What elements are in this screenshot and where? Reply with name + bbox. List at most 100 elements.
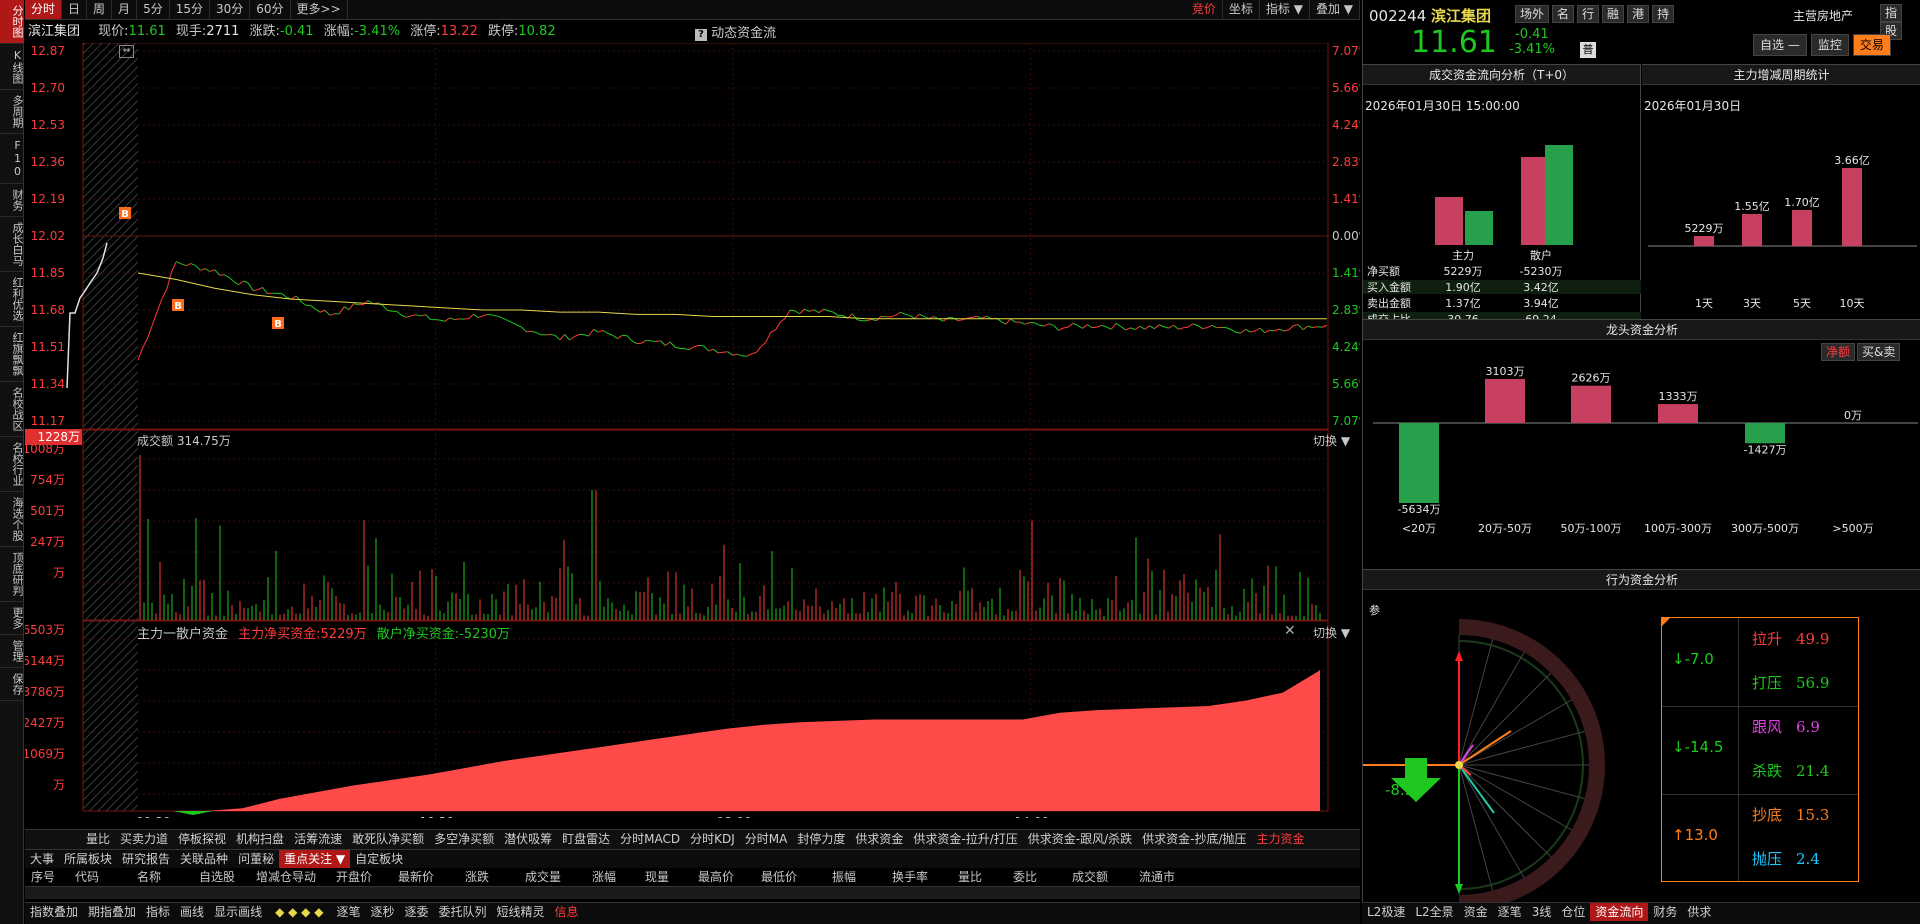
nav-item-9[interactable]: 名校行业 <box>0 437 24 492</box>
indicator-tab-12[interactable]: 封停力度 <box>797 832 846 846</box>
rp-bottom-item-2[interactable]: 资金 <box>1463 905 1488 919</box>
tab-period-4[interactable]: 5分 <box>137 0 170 19</box>
nav-item-14[interactable]: 保存 <box>0 668 24 701</box>
tab-period-8[interactable]: 更多>> <box>291 0 348 19</box>
rp-bottom-item-1[interactable]: L2全景 <box>1415 905 1454 919</box>
bottom-item-1[interactable]: 期指叠加 <box>88 905 137 919</box>
nav-item-10[interactable]: 海选个股 <box>0 492 24 547</box>
tab-period-1[interactable]: 日 <box>62 0 88 19</box>
rp-action-0[interactable]: 自选 — <box>1753 34 1807 56</box>
indicator-tab-4[interactable]: 活筹流速 <box>294 832 343 846</box>
list-col-2[interactable]: 名称 <box>136 870 161 884</box>
list-col-15[interactable]: 量比 <box>957 870 982 884</box>
tab-period-7[interactable]: 60分 <box>250 0 291 19</box>
tab-period-0[interactable]: 分时 <box>25 0 63 19</box>
bottom-item-10[interactable]: 信息 <box>554 905 579 919</box>
rp-tag-1[interactable]: 名 <box>1552 5 1575 23</box>
dragon-tab-0[interactable]: 净额 <box>1821 343 1856 361</box>
rp-bottom-item-8[interactable]: 供求 <box>1687 905 1712 919</box>
list-col-18[interactable]: 流通市 <box>1138 870 1175 884</box>
rp-bottom-item-6[interactable]: 资金流向 <box>1590 903 1649 921</box>
list-tab-0[interactable]: 大事 <box>30 852 55 866</box>
tab-period-3[interactable]: 月 <box>112 0 138 19</box>
rp-ind-btn-0[interactable]: 指 <box>1880 4 1903 22</box>
rp-bottom-item-5[interactable]: 仓位 <box>1561 905 1586 919</box>
dragon-tab-1[interactable]: 买&卖 <box>1857 343 1901 361</box>
list-tab-1[interactable]: 所属板块 <box>64 852 113 866</box>
list-col-9[interactable]: 涨幅 <box>591 870 616 884</box>
list-col-16[interactable]: 委比 <box>1012 870 1037 884</box>
list-col-11[interactable]: 最高价 <box>697 870 734 884</box>
tab-period-6[interactable]: 30分 <box>210 0 251 19</box>
bottom-item-2[interactable]: 指标 <box>146 905 171 919</box>
list-col-0[interactable]: 序号 <box>30 870 55 884</box>
indicator-tab-6[interactable]: 多空净买额 <box>434 832 495 846</box>
indicator-tab-2[interactable]: 停板探视 <box>178 832 227 846</box>
list-tab-2[interactable]: 研究报告 <box>122 852 171 866</box>
rp-bottom-item-7[interactable]: 财务 <box>1653 905 1678 919</box>
list-col-12[interactable]: 最低价 <box>760 870 797 884</box>
indicator-tab-0[interactable]: 量比 <box>86 832 111 846</box>
list-col-3[interactable]: 自选股 <box>198 870 235 884</box>
list-col-7[interactable]: 涨跌 <box>464 870 489 884</box>
indicator-tab-16[interactable]: 供求资金-抄底/抛压 <box>1142 832 1247 846</box>
expand-icon[interactable]: ⇔ <box>119 45 134 58</box>
indicator-tab-5[interactable]: 敢死队净买额 <box>352 832 425 846</box>
rp-action-1[interactable]: 监控 <box>1810 34 1849 56</box>
indicator-tab-13[interactable]: 供求资金 <box>855 832 904 846</box>
nav-item-5[interactable]: 成长白马 <box>0 217 24 272</box>
tab-period-5[interactable]: 15分 <box>170 0 210 19</box>
list-col-1[interactable]: 代码 <box>74 870 99 884</box>
list-col-5[interactable]: 开盘价 <box>335 870 372 884</box>
dynamic-flow-link[interactable]: ? 动态资金流 <box>695 23 776 45</box>
nav-item-1[interactable]: K线图 <box>0 44 24 90</box>
bottom-item-4[interactable]: 显示画线 <box>214 905 263 919</box>
fund-switch[interactable]: 切换 ▼ <box>1313 626 1351 640</box>
chart-area[interactable]: 12.87 12.70 12.53 12.36 12.19 12.02 11.85 11.68… <box>25 43 1360 818</box>
list-tab-3[interactable]: 关联品种 <box>180 852 229 866</box>
indicator-tab-10[interactable]: 分时KDJ <box>690 832 735 846</box>
list-scrollbar[interactable] <box>25 886 1360 899</box>
list-col-4[interactable]: 增减仓导动 <box>255 870 316 884</box>
indicator-tab-7[interactable]: 潜伏吸筹 <box>504 832 553 846</box>
nav-item-4[interactable]: 财务 <box>0 184 24 217</box>
bottom-item-9[interactable]: 短线精灵 <box>496 905 545 919</box>
bottom-item-7[interactable]: 逐委 <box>404 905 429 919</box>
nav-item-7[interactable]: 红旗飘飘 <box>0 327 24 382</box>
nav-item-13[interactable]: 管理 <box>0 635 24 668</box>
list-tab-4[interactable]: 问董秘 <box>238 852 275 866</box>
list-col-13[interactable]: 振幅 <box>831 870 856 884</box>
indicator-tab-14[interactable]: 供求资金-拉升/打压 <box>913 832 1018 846</box>
nav-item-0[interactable]: 分时图 <box>0 0 24 44</box>
list-col-14[interactable]: 换手率 <box>891 870 928 884</box>
indicator-tab-15[interactable]: 供求资金-跟风/杀跌 <box>1027 832 1133 846</box>
rp-tag-2[interactable]: 行 <box>1577 5 1600 23</box>
list-tab-5[interactable]: 重点关注 ▼ <box>279 850 351 868</box>
rp-tag-0[interactable]: 场外 <box>1515 5 1550 23</box>
bottom-item-3[interactable]: 画线 <box>180 905 205 919</box>
indicator-tab-9[interactable]: 分时MACD <box>620 832 681 846</box>
nav-item-11[interactable]: 顶底研判 <box>0 547 24 602</box>
rp-action-2[interactable]: 交易 <box>1852 34 1891 56</box>
bottom-item-6[interactable]: 逐秒 <box>370 905 395 919</box>
list-col-17[interactable]: 成交额 <box>1071 870 1108 884</box>
indicator-tab-1[interactable]: 买卖力道 <box>120 832 169 846</box>
indicator-tab-11[interactable]: 分时MA <box>744 832 788 846</box>
list-col-10[interactable]: 现量 <box>644 870 669 884</box>
bottom-item-8[interactable]: 委托队列 <box>438 905 487 919</box>
volume-switch[interactable]: 切换 ▼ <box>1313 434 1351 448</box>
rp-tag-5[interactable]: 持 <box>1652 5 1675 23</box>
rp-bottom-item-4[interactable]: 3线 <box>1531 905 1552 919</box>
rp-tag-4[interactable]: 港 <box>1627 5 1650 23</box>
toolbar-right-1[interactable]: 坐标 <box>1223 0 1260 19</box>
indicator-tab-17[interactable]: 主力资金 <box>1256 832 1305 846</box>
indicator-tab-8[interactable]: 盯盘雷达 <box>562 832 611 846</box>
nav-item-6[interactable]: 红利优选 <box>0 272 24 327</box>
list-tab-6[interactable]: 自定板块 <box>355 852 404 866</box>
list-col-8[interactable]: 成交量 <box>524 870 561 884</box>
toolbar-right-2[interactable]: 指标 ▼ <box>1260 0 1310 19</box>
toolbar-right-3[interactable]: 叠加 ▼ <box>1310 0 1360 19</box>
nav-item-12[interactable]: 更多 <box>0 602 24 635</box>
nav-item-8[interactable]: 名校战区 <box>0 382 24 437</box>
tab-period-2[interactable]: 周 <box>87 0 113 19</box>
